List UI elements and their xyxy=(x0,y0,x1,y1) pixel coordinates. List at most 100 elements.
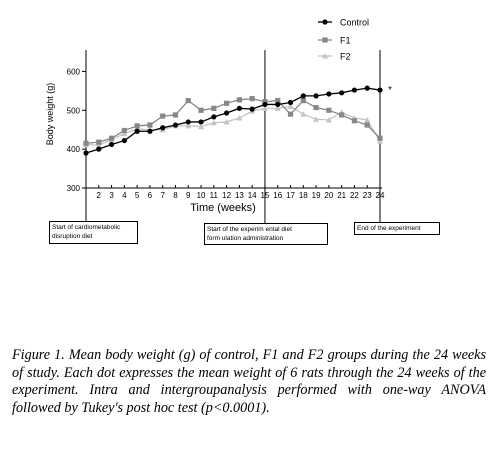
data-point xyxy=(236,97,242,103)
data-point xyxy=(351,87,358,93)
data-point xyxy=(236,115,243,121)
data-point xyxy=(108,141,115,148)
x-tick-label: 4 xyxy=(122,191,127,200)
data-point xyxy=(134,128,140,134)
annotation-start-diet: Start of cardiometabolic disruption diet xyxy=(49,221,138,244)
x-tick-label: 10 xyxy=(197,191,206,200)
legend-item: Control xyxy=(318,18,369,28)
data-point xyxy=(377,87,383,93)
x-tick-label: 3 xyxy=(109,191,114,200)
x-tick-label: 9 xyxy=(186,191,191,200)
x-axis-label: Time (weeks) xyxy=(190,202,256,214)
data-point xyxy=(147,128,153,134)
data-point xyxy=(147,122,153,128)
x-tick-label: 17 xyxy=(286,191,295,200)
data-point xyxy=(224,100,230,106)
x-tick-label: 8 xyxy=(173,191,178,200)
data-point xyxy=(313,104,319,111)
x-tick-label: 2 xyxy=(97,191,102,200)
data-point xyxy=(377,138,383,144)
data-point xyxy=(249,106,255,112)
annotation-line: Start of the experim ental diet xyxy=(207,226,292,233)
data-point xyxy=(249,96,255,102)
data-point xyxy=(313,116,320,122)
data-point xyxy=(185,119,191,125)
data-point xyxy=(325,117,332,123)
x-tick-label: 13 xyxy=(235,191,244,200)
data-point xyxy=(185,97,191,104)
x-tick-label: 7 xyxy=(160,191,165,200)
data-point xyxy=(364,85,370,91)
series-line xyxy=(85,105,381,146)
significance-asterisk: * xyxy=(388,85,392,96)
data-point xyxy=(261,105,268,111)
annotation-end-experiment: End of the experiment xyxy=(354,222,440,235)
x-tick-label: 16 xyxy=(273,191,282,200)
series-f1 xyxy=(83,96,383,146)
data-point xyxy=(364,117,371,123)
x-tick-label: 23 xyxy=(363,191,372,200)
data-point xyxy=(262,99,268,105)
series-control xyxy=(83,85,383,156)
x-tick-label: 11 xyxy=(210,191,219,200)
legend-marker xyxy=(322,53,328,59)
annotation-start-formulation: Start of the experim ental diet form ula… xyxy=(204,223,328,245)
legend-item: F2 xyxy=(318,52,351,62)
data-point xyxy=(339,90,345,96)
x-tick-label: 22 xyxy=(350,191,359,200)
data-point xyxy=(300,97,306,104)
data-point xyxy=(326,107,332,113)
x-tick-label: 5 xyxy=(135,191,140,200)
y-axis-label: Body weight (g) xyxy=(45,83,55,146)
annotation-line: Start of cardiometabolic xyxy=(52,224,121,231)
x-tick-label: 12 xyxy=(222,191,231,200)
data-point xyxy=(121,130,128,137)
data-point xyxy=(377,135,383,141)
data-point xyxy=(262,101,268,108)
y-tick-label: 400 xyxy=(67,145,81,154)
data-point xyxy=(223,118,230,125)
data-point xyxy=(83,140,89,146)
data-point xyxy=(96,139,102,145)
data-point xyxy=(287,99,294,106)
data-point xyxy=(287,111,294,117)
x-tick-label: 6 xyxy=(148,191,153,200)
y-tick-label: 500 xyxy=(67,106,81,115)
data-point xyxy=(83,150,89,156)
x-tick-label: 21 xyxy=(337,191,346,200)
data-point xyxy=(351,118,358,124)
annotation-line: form ulation administration xyxy=(207,235,284,242)
data-point xyxy=(108,135,115,141)
data-point xyxy=(198,123,205,130)
data-point xyxy=(211,114,217,120)
legend-label: F2 xyxy=(340,52,351,62)
y-tick-label: 600 xyxy=(67,67,81,76)
data-point xyxy=(224,110,230,116)
data-point xyxy=(198,119,204,125)
data-point xyxy=(287,103,294,109)
x-tick-label: 20 xyxy=(324,191,333,200)
data-point xyxy=(211,105,217,111)
data-point xyxy=(121,127,127,134)
figure-caption: Figure 1. Mean body weight (g) of contro… xyxy=(12,347,486,416)
data-point xyxy=(172,122,179,128)
data-point xyxy=(160,125,166,131)
data-point xyxy=(275,101,281,108)
y-tick-label: 300 xyxy=(67,184,81,193)
data-point xyxy=(275,97,281,104)
data-point xyxy=(313,93,319,99)
legend-marker xyxy=(322,37,328,43)
data-point xyxy=(198,107,204,113)
data-point xyxy=(364,122,370,128)
data-point xyxy=(210,119,217,126)
data-point xyxy=(121,137,127,144)
data-point xyxy=(326,91,332,97)
x-tick-label: 14 xyxy=(248,191,257,200)
data-point xyxy=(134,123,140,129)
data-point xyxy=(236,105,242,111)
x-tick-label: 18 xyxy=(299,191,308,200)
legend-label: Control xyxy=(340,18,369,28)
legend-marker xyxy=(322,19,328,25)
data-point xyxy=(300,111,307,117)
